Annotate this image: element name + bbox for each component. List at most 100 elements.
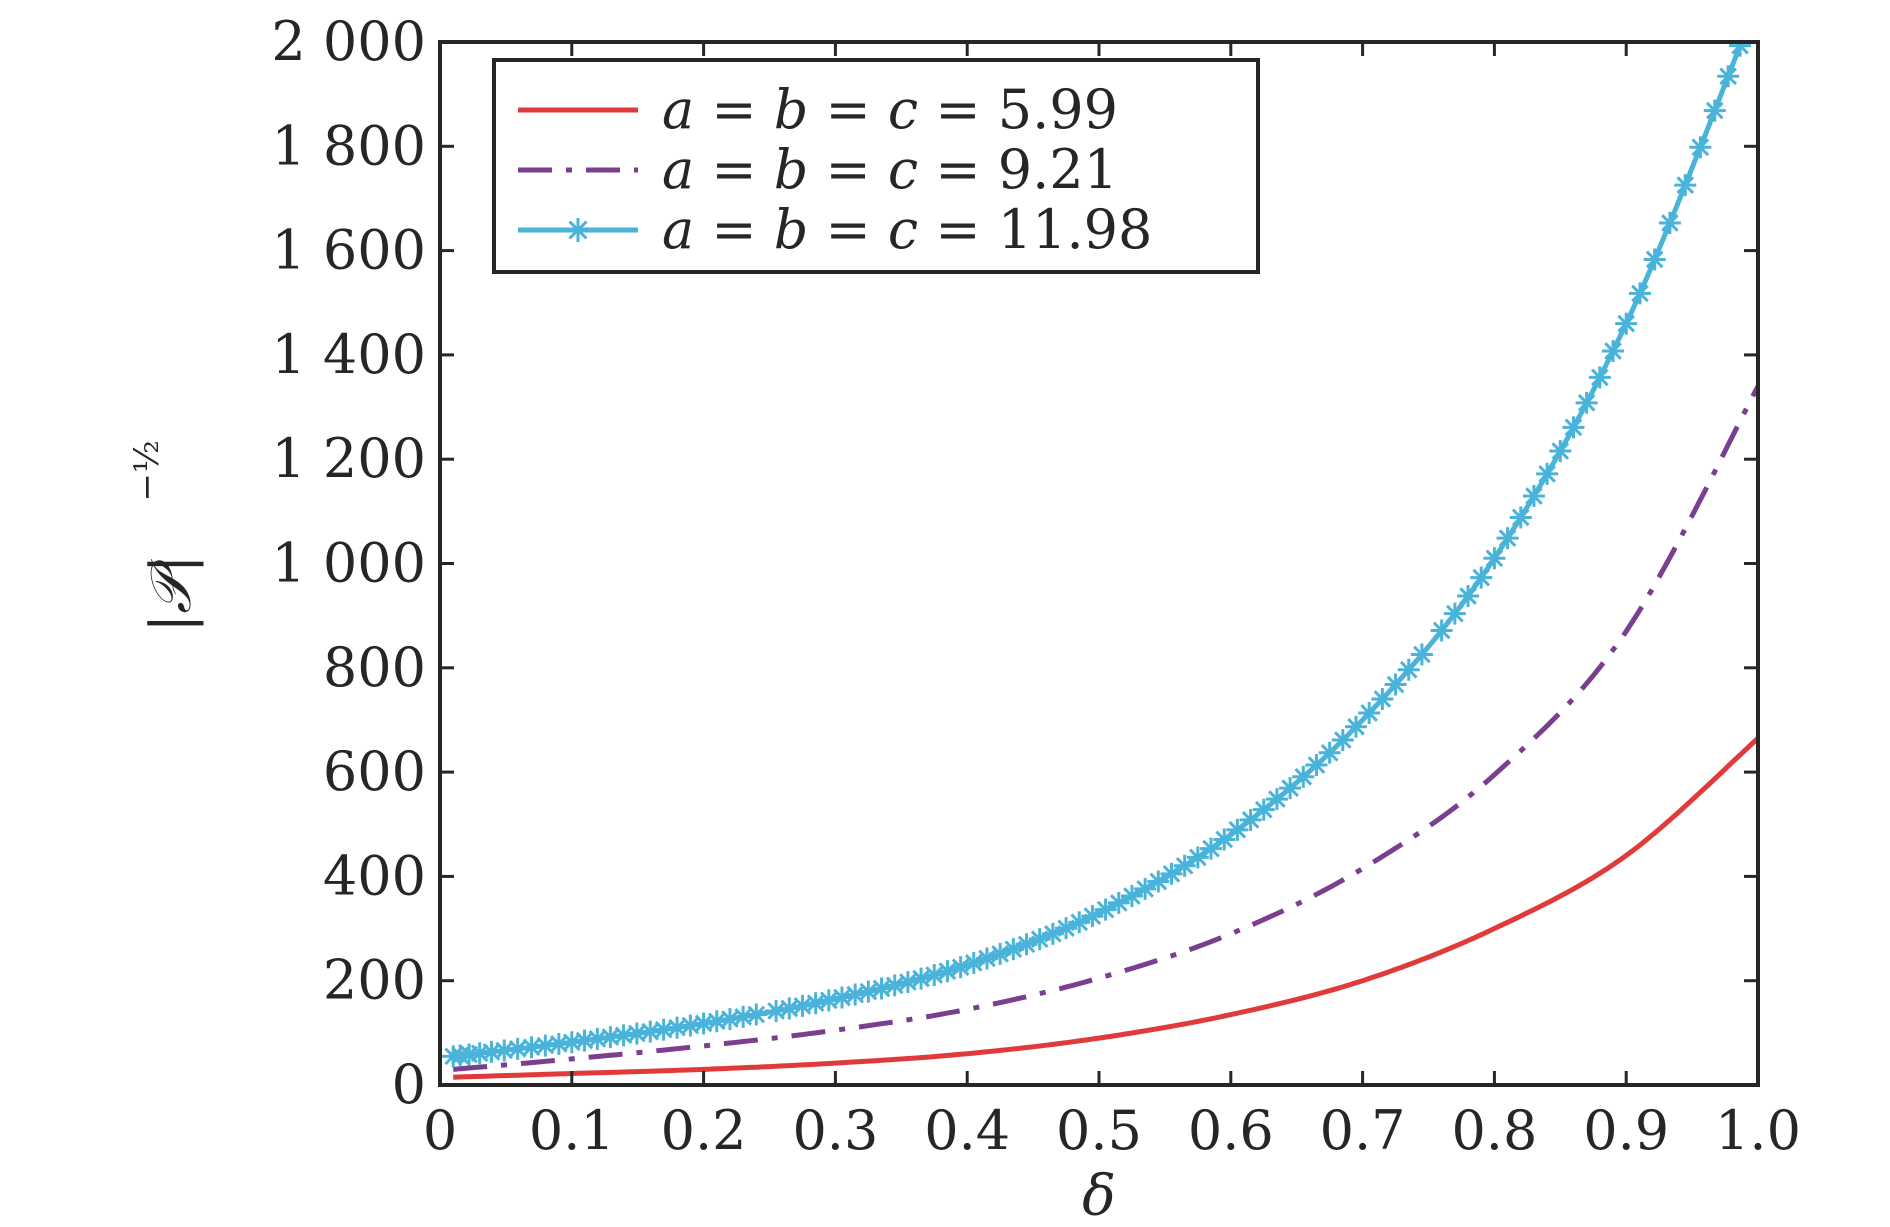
y-tick-label: 0	[392, 1053, 426, 1116]
series-1	[453, 736, 1758, 1080]
data-point-marker	[1443, 602, 1466, 625]
x-tick-label: 0.8	[1451, 1099, 1537, 1162]
y-axis-label-exponent: −½	[127, 440, 167, 501]
x-tick-label: 0.7	[1320, 1099, 1406, 1162]
data-point-marker	[1200, 837, 1223, 860]
data-point-marker	[883, 974, 906, 997]
data-point-marker	[1522, 485, 1545, 508]
legend-label: a = b = c = 9.21	[662, 138, 1118, 201]
x-tick-label: 0.1	[529, 1099, 615, 1162]
data-point-marker	[1371, 687, 1394, 710]
x-tick-label: 0	[423, 1099, 457, 1162]
data-point-marker	[765, 999, 788, 1022]
data-point-marker	[1562, 416, 1585, 439]
x-tick-label: 0.5	[1056, 1099, 1142, 1162]
data-point-marker	[1588, 366, 1611, 389]
legend-label-vars: a = b = c =	[662, 78, 998, 141]
data-point-marker	[1549, 440, 1572, 463]
data-point-marker	[1483, 547, 1506, 570]
data-point-marker	[844, 983, 867, 1006]
data-point-marker	[1689, 136, 1712, 159]
legend: a = b = c = 5.99a = b = c = 9.21a = b = …	[492, 58, 1260, 274]
x-tick-label: 0.4	[924, 1099, 1010, 1162]
series-layer	[442, 0, 1769, 1080]
data-point-marker	[1496, 527, 1519, 550]
y-tick-label: 200	[323, 949, 426, 1012]
data-point-marker	[692, 1012, 715, 1035]
data-point-marker	[791, 994, 814, 1017]
data-point-marker	[1239, 808, 1262, 831]
legend-label-vars: a = b = c =	[662, 138, 998, 201]
legend-label-value: 9.21	[998, 138, 1118, 201]
y-tick-label: 1 400	[271, 323, 426, 386]
x-tick-label: 0.3	[792, 1099, 878, 1162]
data-point-marker	[1226, 818, 1249, 841]
legend-label: a = b = c = 11.98	[662, 198, 1152, 261]
data-point-marker	[1345, 715, 1368, 738]
data-point-marker	[1186, 846, 1209, 869]
y-tick-label: 1 000	[271, 532, 426, 595]
data-point-marker	[1747, 0, 1769, 11]
data-point-marker	[778, 997, 801, 1020]
data-point-marker	[1509, 506, 1532, 529]
data-point-marker	[718, 1008, 741, 1031]
data-point-marker	[1628, 282, 1651, 305]
data-point-marker	[1147, 870, 1170, 893]
data-point-marker	[830, 986, 853, 1009]
data-point-marker	[1160, 862, 1183, 885]
data-point-marker	[1457, 585, 1480, 608]
data-point-marker	[857, 980, 880, 1003]
data-point-marker	[1729, 42, 1752, 57]
data-point-marker	[1739, 9, 1761, 31]
legend-label-value: 5.99	[998, 78, 1118, 141]
data-point-marker	[896, 971, 919, 994]
data-point-marker	[1265, 788, 1288, 811]
series-line	[452, 385, 1758, 1072]
data-point-marker	[1674, 174, 1697, 197]
data-point-marker	[1658, 211, 1681, 234]
data-point-marker	[1213, 828, 1236, 851]
data-point-marker	[1252, 798, 1275, 821]
x-axis-label: δ	[1082, 1164, 1116, 1227]
y-tick-label: 1 600	[271, 219, 426, 282]
y-tick-label: 800	[323, 636, 426, 699]
y-axis-label-text: |𝒫|	[139, 554, 204, 632]
legend-entry: a = b = c = 5.99	[518, 78, 1118, 141]
series-3	[442, 0, 1769, 1068]
data-point-marker	[732, 1005, 755, 1028]
y-tick-label: 1 200	[271, 427, 426, 490]
data-point-marker	[1643, 248, 1666, 271]
data-point-marker	[1615, 312, 1638, 335]
data-point-marker	[705, 1010, 728, 1033]
y-tick-label: 1 800	[271, 114, 426, 177]
data-point-marker	[1717, 65, 1740, 88]
data-point-marker	[1318, 741, 1341, 764]
data-point-marker	[1120, 885, 1143, 908]
legend-entry: a = b = c = 11.98	[518, 198, 1152, 261]
data-point-marker	[1536, 462, 1559, 485]
data-point-marker	[547, 1032, 570, 1055]
data-point-marker	[1173, 854, 1196, 877]
data-point-marker	[1575, 391, 1598, 414]
legend-label-vars: a = b = c =	[662, 198, 998, 261]
y-tick-label: 2 000	[271, 10, 426, 73]
ticks-layer: 0 0.1 0.2 0.3 0.4 0.5 0.6 0.7 0.8 0.9 1.0 0 200 400 60…	[271, 10, 1801, 1162]
data-point-marker	[1358, 702, 1381, 725]
x-tick-label: 0.6	[1188, 1099, 1274, 1162]
series-2	[452, 385, 1758, 1072]
data-point-marker	[870, 977, 893, 1000]
legend-label: a = b = c = 5.99	[662, 78, 1118, 141]
legend-label-value: 11.98	[998, 198, 1153, 261]
data-point-marker	[1397, 658, 1420, 681]
x-tick-label: 1.0	[1715, 1099, 1801, 1162]
x-tick-label: 0.9	[1583, 1099, 1669, 1162]
legend-entries: a = b = c = 5.99a = b = c = 9.21a = b = …	[518, 78, 1152, 261]
data-point-marker	[1331, 729, 1354, 752]
data-point-marker	[1602, 339, 1625, 362]
data-point-marker	[1430, 619, 1453, 642]
x-tick-label: 0.2	[661, 1099, 747, 1162]
legend-box	[492, 58, 1260, 274]
legend-entry: a = b = c = 9.21	[518, 138, 1118, 201]
data-point-marker	[1470, 566, 1493, 589]
